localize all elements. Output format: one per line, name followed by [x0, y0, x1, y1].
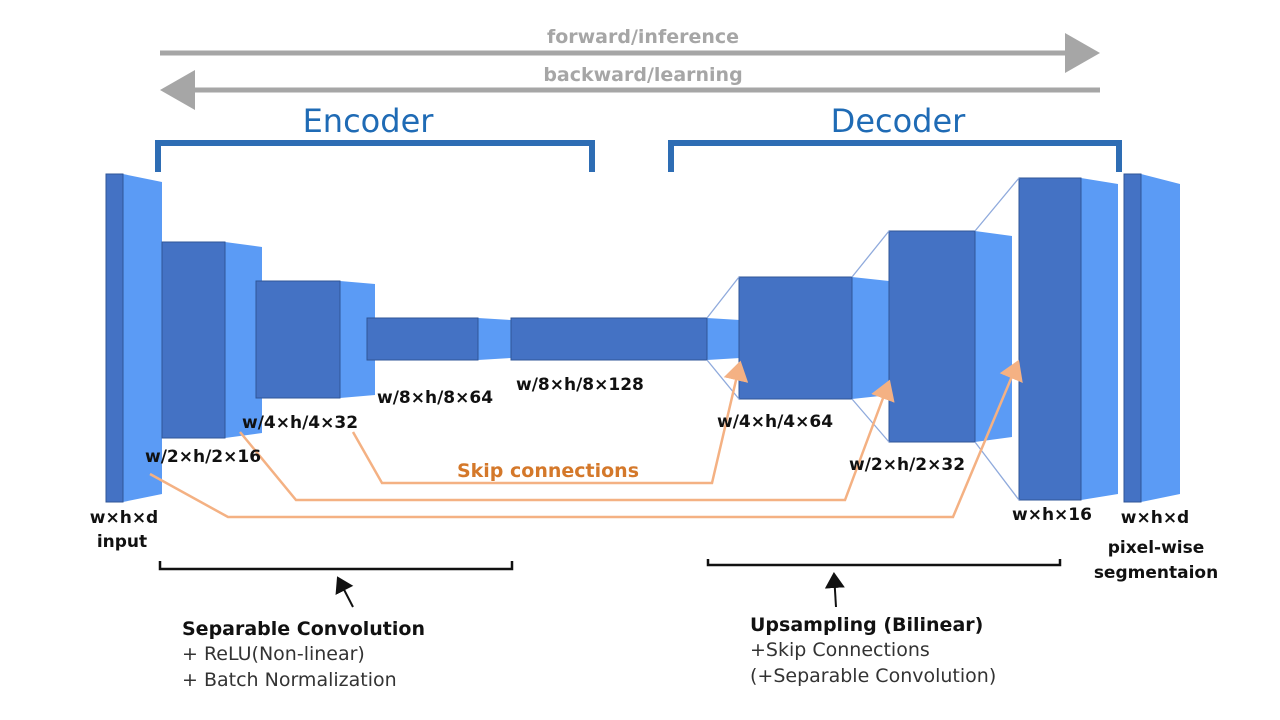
skip-connection-3 — [149, 359, 1023, 519]
skip-connections-label: Skip connections — [457, 460, 639, 482]
output-caption-line2: segmentaion — [1094, 563, 1218, 583]
enc3-block — [366, 317, 479, 361]
skip-connection-2 — [239, 379, 895, 502]
enc1-dim-label: w/2×h/2×16 — [145, 447, 261, 467]
decoder-note-line1: +Skip Connections — [750, 639, 930, 661]
enc2-dim-label: w/4×h/4×32 — [242, 413, 358, 433]
encoder-title: Encoder — [303, 102, 435, 140]
dec3-block — [1018, 177, 1082, 501]
encoder-note-line2: + Batch Normalization — [182, 669, 397, 691]
decoder-note-line2: (+Separable Convolution) — [750, 665, 996, 687]
backward-label: backward/learning — [543, 64, 742, 86]
enc2-block — [255, 280, 341, 399]
skip-connection-1 — [351, 360, 749, 485]
dec2-block — [888, 230, 976, 443]
dec3-dim-label: w×h×16 — [1012, 505, 1092, 525]
bottleneck-block — [510, 317, 708, 361]
encoder-bracket — [155, 140, 595, 172]
dec1-dim-label: w/4×h/4×64 — [717, 412, 833, 432]
encoder-note-title: Separable Convolution — [182, 618, 425, 640]
input-block-side — [123, 174, 162, 502]
enc3-block-side — [478, 318, 511, 360]
dec2-dim-label: w/2×h/2×32 — [849, 455, 965, 475]
dec1-block — [738, 276, 853, 400]
decoder-note-arrow — [824, 572, 845, 608]
output-dim-label: w×h×d — [1121, 508, 1189, 528]
dec2-block-side — [975, 231, 1012, 442]
input-dim-label: w×h×d — [90, 508, 158, 528]
input-caption: input — [97, 532, 147, 552]
enc3-dim-label: w/8×h/8×64 — [377, 388, 493, 408]
enc1-block — [161, 241, 226, 439]
enc2-block-side — [340, 281, 375, 398]
forward-label: forward/inference — [547, 26, 739, 48]
output-block-side — [1141, 174, 1180, 502]
input-block — [105, 173, 124, 503]
output-caption-line1: pixel-wise — [1108, 538, 1205, 558]
bottleneck-block-side — [707, 318, 740, 360]
output-block — [1123, 173, 1142, 503]
encoder-note-line1: + ReLU(Non-linear) — [182, 643, 365, 665]
bottleneck-dim-label: w/8×h/8×128 — [516, 375, 644, 395]
decoder-bracket — [668, 140, 1122, 172]
dec3-block-side — [1081, 178, 1118, 500]
dec1-block-side — [852, 277, 889, 399]
enc1-block-side — [225, 242, 262, 438]
encoder-note-bracket — [158, 561, 514, 571]
encoder-note-arrow — [335, 576, 354, 608]
decoder-note-title: Upsampling (Bilinear) — [750, 614, 983, 636]
decoder-note-bracket — [706, 559, 1062, 567]
decoder-title: Decoder — [831, 102, 967, 140]
